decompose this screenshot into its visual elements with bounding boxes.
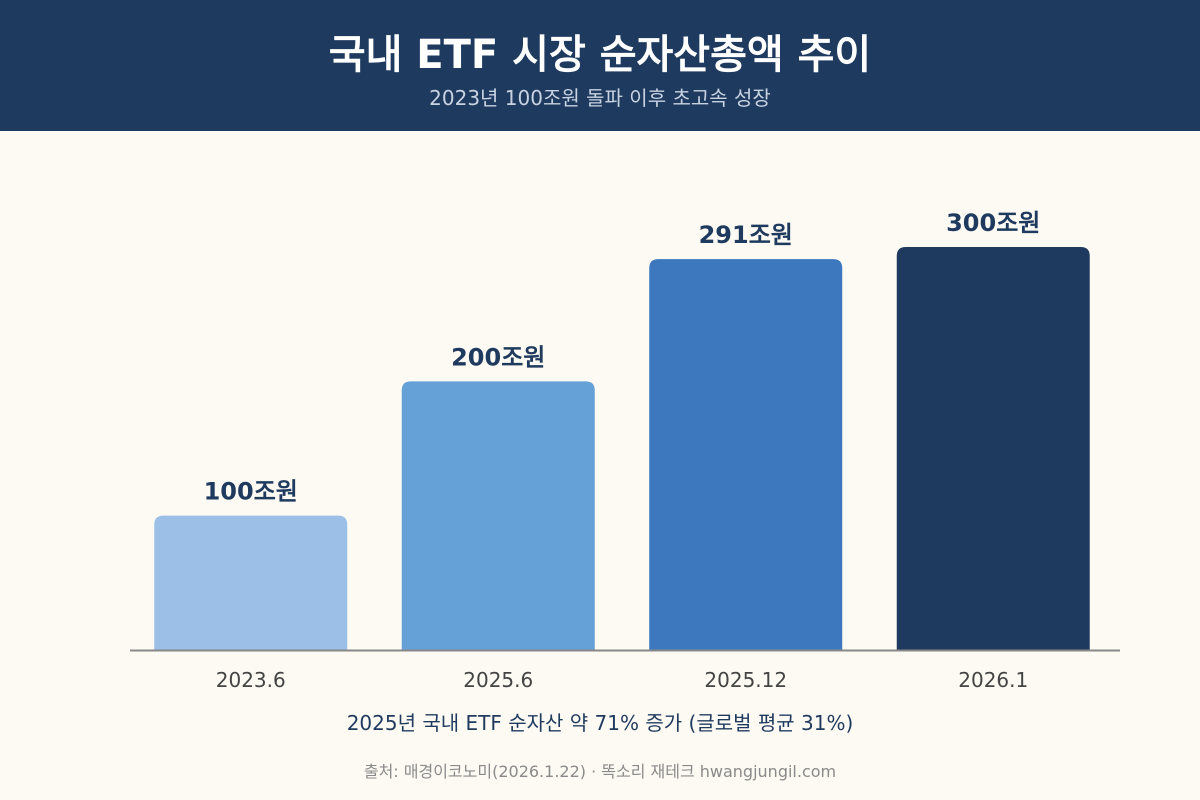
bar-value-label: 200조원 [451,343,545,371]
chart-subtitle: 2023년 100조원 돌파 이후 초고속 성장 [429,86,771,110]
chart-header: 국내 ETF 시장 순자산총액 추이 2023년 100조원 돌파 이후 초고속… [0,0,1200,131]
x-tick-label: 2025.6 [463,668,533,692]
growth-annotation: 2025년 국내 ETF 순자산 약 71% 증가 (글로벌 평균 31%) [346,711,854,735]
source-note: 출처: 매경이코노미(2026.1.22) · 똑소리 재테크 hwangjun… [363,762,837,781]
chart-title: 국내 ETF 시장 순자산총액 추이 [328,32,872,78]
bar-2026.1 [896,247,1090,650]
bar-2025.12 [649,259,843,650]
x-tick-label: 2023.6 [216,668,286,692]
bar-value-label: 300조원 [946,209,1040,237]
bar-chart: 100조원 2023.6 200조원 2025.6 291조원 2025.12 300조원 2… [130,209,1120,692]
bar-2023.6 [154,515,348,650]
bar-value-label: 100조원 [204,478,298,506]
x-tick-label: 2025.12 [704,668,787,692]
bar-2025.6 [401,381,595,650]
x-tick-label: 2026.1 [958,668,1028,692]
bar-value-label: 291조원 [699,221,793,249]
